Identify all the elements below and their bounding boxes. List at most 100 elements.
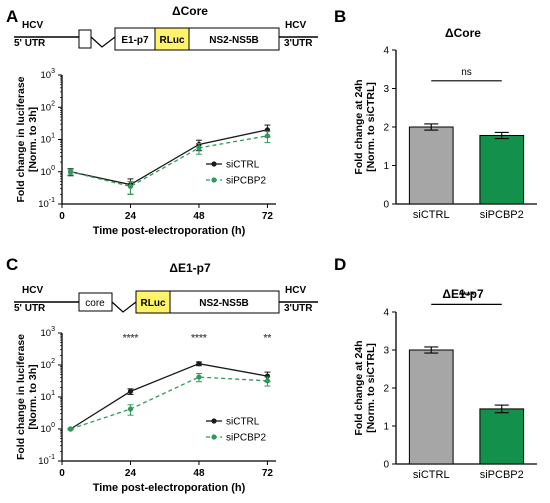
chart-a-ytick-label: 103 [41,68,56,81]
chart-a-xtick-label: 0 [59,211,65,222]
chart-d-category-label: siPCBP2 [480,469,524,481]
chart-c-ytick-label: 102 [41,358,56,371]
panel-letter-b: B [334,7,346,26]
chart-a-legend-marker [211,177,217,183]
chart-c-legend-label: siCTRL [226,417,260,428]
chart-c-ytick-label: 10-1 [38,454,55,467]
chart-b-ytick-label: 4 [383,46,389,57]
construct-a-label-e1p7: E1-p7 [121,35,149,46]
chart-a-point-siPCBP2 [196,145,202,151]
chart-a-xtick-label: 72 [262,211,274,222]
chart-c-ytick-label: 103 [41,326,56,339]
chart-c-point-siPCBP2 [127,406,134,412]
panel-letter-d: D [334,255,346,274]
chart-a-point-siPCBP2 [67,169,74,175]
chart-c-ytick-label: 101 [41,390,56,403]
panel-letter-a: A [6,7,18,26]
chart-c-point-siPCBP2 [264,378,271,384]
chart-d-ytick-label: 1 [383,422,389,433]
chart-b-ytick-label: 2 [383,123,389,134]
chart-a-legend-marker [211,161,217,167]
chart-d-ytick-label: 2 [383,384,389,395]
chart-a-ytick-label: 100 [41,165,56,178]
chart-a-ytick-label: 102 [41,100,56,113]
chart-a-ylabel-1: Fold change in luciferase [15,76,27,202]
chart-c-significance: **** [191,333,207,344]
chart-c-line: 10-1 100 101 102 103 0 24 48 72 Time post-electro… [15,326,276,494]
chart-b-ytick-label: 3 [383,84,389,95]
chart-d-category-label: siCTRL [413,469,450,481]
construct-c-utr-left: 5' UTR [14,303,46,314]
chart-d-bar-siCTRL [408,349,454,465]
chart-a-series-siPCBP2 [70,135,268,188]
chart-a-ytick-label: 101 [41,133,56,146]
chart-a-xlabel: Time post-electroporation (h) [93,225,246,237]
chart-d-ylabel-2: [Norm. to siCTRL] [365,343,377,433]
construct-c-label-ns2: NS2-NS5B [199,298,248,309]
chart-c-series-siPCBP2 [70,376,268,430]
construct-c-label-core: core [85,298,105,309]
chart-c-legend-label: siPCBP2 [226,433,266,444]
chart-c-significance: **** [123,333,139,344]
construct-a-label-rluc: RLuc [160,35,185,46]
chart-c-xtick-label: 48 [193,468,205,479]
chart-c-ylabel-2: [Norm. to 3h] [27,364,39,429]
construct-a-hcv-left: HCV [22,20,43,31]
chart-c-point-siCTRL [196,361,202,367]
construct-a: HCV 5' UTR E1-p7 RLuc NS2-NS5B HCV 3'UTR [14,20,318,51]
chart-a-series-siCTRL [70,129,268,186]
chart-b-ylabel-1: Fold change at 24h [353,79,365,174]
chart-c-point-siPCBP2 [196,374,202,380]
construct-a-utr-right: 3'UTR [284,38,313,49]
construct-a-box-0 [78,29,92,49]
chart-c-ytick-label: 100 [41,422,56,435]
chart-d-bar: 0 1 2 3 4 Fold change at 24h [Norm. to siCTRL]… [353,290,537,481]
construct-c-label-rluc: RLuc [141,298,166,309]
chart-b-significance-label: ns [461,67,472,78]
construct-c: HCV 5' UTR core RLuc NS2-NS5B HCV 3'UTR [14,285,318,314]
chart-d-ylabel-1: Fold change at 24h [353,340,365,435]
chart-a-point-siPCBP2 [127,183,134,190]
chart-d-ytick-label: 0 [383,460,389,471]
chart-a-line: 10-1 100 101 102 103 0 24 48 72 Time post-electro… [15,68,276,237]
chart-c-xtick-label: 24 [125,468,137,479]
chart-a-legend-label: siCTRL [226,160,260,171]
construct-a-box-ns2 [188,27,280,51]
construct-c-hcv-right: HCV [285,285,306,296]
chart-a-legend-label: siPCBP2 [226,176,266,187]
chart-c-xtick-label: 0 [59,468,65,479]
chart-d-bar-siPCBP2 [479,408,525,465]
chart-c-xtick-label: 72 [262,468,274,479]
panel-b-title: ΔCore [445,26,481,40]
chart-b-category-label: siPCBP2 [480,209,524,221]
chart-c-point-siPCBP2 [67,426,74,432]
chart-b-ytick-label: 0 [383,200,389,211]
chart-a-point-siPCBP2 [264,133,271,139]
construct-a-label-ns2: NS2-NS5B [209,35,258,46]
chart-a-xtick-label: 48 [193,211,205,222]
construct-c-utr-right: 3'UTR [284,303,313,314]
chart-d-ytick-label: 4 [383,308,389,319]
chart-c-legend-marker [211,418,217,424]
chart-d-ytick-label: 3 [383,346,389,357]
chart-c-legend-marker [211,434,217,440]
panel-letter-c: C [6,255,18,274]
chart-c-significance: ** [264,333,272,344]
chart-a-ytick-label: 10-1 [38,197,55,210]
chart-c-point-siCTRL [127,388,134,394]
chart-c-series-siCTRL [70,363,268,430]
construct-a-utr-left: 5' UTR [14,38,46,49]
chart-a-xtick-label: 24 [125,211,137,222]
chart-c-xlabel: Time post-electroporation (h) [93,482,246,494]
chart-b-bar-siPCBP2 [479,134,525,205]
chart-b-bar-siCTRL [408,126,454,205]
chart-b-category-label: siCTRL [413,209,450,221]
construct-c-hcv-left: HCV [22,285,43,296]
panel-c-title: ΔE1-p7 [169,261,211,275]
construct-a-hcv-right: HCV [285,20,306,31]
chart-b-ylabel-2: [Norm. to siCTRL] [365,82,377,172]
chart-d-significance-label: **** [459,290,475,301]
chart-b-bar: 0 1 2 3 4 Fold change at 24h [Norm. to siCTRL]… [353,46,537,221]
panel-d-title: ΔE1-p7 [442,287,484,301]
